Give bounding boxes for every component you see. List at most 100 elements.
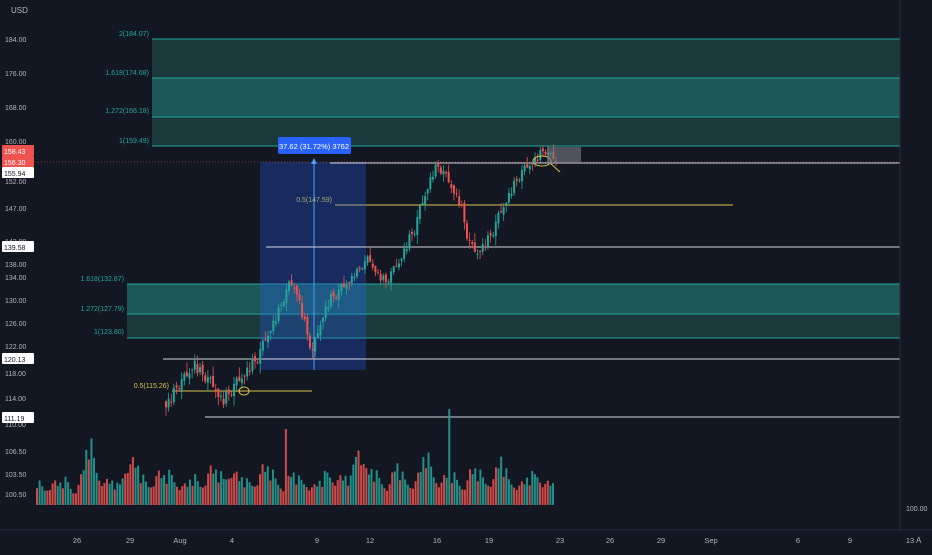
candle-body [342, 283, 345, 287]
volume-bar [134, 467, 137, 505]
volume-bar [349, 475, 352, 505]
price-labels: 158.43 156.30 155.94 139.58 120.13 111.19 [2, 145, 34, 423]
price-label-bg [2, 156, 34, 167]
annotations[interactable] [238, 147, 581, 396]
volume-bar [121, 478, 124, 505]
volume-bar [147, 487, 150, 505]
candle-body [261, 340, 264, 351]
volume-bar [196, 481, 199, 505]
candle-body [348, 282, 351, 284]
volume-bar [240, 477, 243, 505]
candle-body [429, 177, 432, 190]
volume-bar [448, 409, 451, 505]
candle-body [285, 289, 288, 304]
time-tick: 16 [433, 536, 441, 545]
candle-body [408, 234, 411, 249]
price-label: 111.19 [4, 416, 24, 423]
volume-bar [207, 473, 210, 505]
volume-axis-tick: 100.00 [906, 506, 928, 513]
fib-extension-upper[interactable]: 2(184.07) 1.618(174.68) 1.272(166.18) 1(… [105, 31, 900, 206]
volume-bar [323, 470, 326, 505]
volume-bar [284, 429, 287, 505]
candle-body [183, 373, 186, 381]
volume-bar [492, 478, 495, 505]
volume-bar [386, 490, 389, 505]
time-tick: Sep [704, 536, 717, 545]
volume-bar [80, 474, 83, 505]
volume-bar [331, 482, 334, 505]
candle-body [460, 204, 463, 206]
volume-bar [54, 480, 57, 505]
volume-bar [277, 484, 280, 505]
candle-body [322, 317, 325, 323]
candle-body [390, 271, 393, 283]
fib-low-label-05: 0.5(115.26) [134, 383, 169, 390]
candle-body [500, 211, 503, 213]
candle-body [295, 285, 298, 295]
volume-bar [388, 484, 391, 505]
candle-body [492, 235, 495, 237]
volume-bar [297, 475, 300, 505]
time-tick: 6 [796, 536, 800, 545]
volume-bar [427, 452, 430, 505]
volume-bar [222, 478, 225, 505]
volume-bar [90, 438, 93, 505]
volume-bar [552, 483, 554, 505]
price-tick: 114.00 [5, 396, 26, 403]
candle-body [416, 217, 419, 235]
candle-body [450, 184, 453, 188]
candle-body [214, 389, 217, 392]
volume-bar [118, 484, 121, 505]
volume-bar [370, 468, 373, 505]
volume-bar [396, 463, 399, 505]
volume-bar [124, 473, 127, 505]
volume-bar [347, 485, 350, 505]
candle-body [314, 338, 317, 352]
volume-bar [41, 486, 44, 505]
volume-bar [106, 478, 109, 505]
fib-low-label-1272: 1.272(127.79) [80, 306, 124, 313]
volume-bar [98, 480, 101, 505]
candle-body [246, 367, 249, 377]
volume-bar [191, 485, 194, 505]
volume-bar [515, 490, 518, 505]
price-axis[interactable]: 184.00176.00168.00160.00152.00147.00142.… [5, 37, 27, 499]
auto-scale-button[interactable]: A [916, 536, 922, 545]
volume-bar [513, 487, 516, 505]
candle-body [225, 391, 228, 404]
time-axis[interactable]: 26 29 Aug 4 9 12 16 19 23 26 29 Sep 6 9 13 [73, 536, 914, 545]
candle-body [324, 306, 327, 318]
volume-bar [487, 485, 490, 505]
candle-body [301, 302, 304, 318]
fib-extension-lower[interactable]: 1.618(132.87) 1.272(127.79) 1(123.80) 0.… [80, 276, 900, 392]
price-tick: 168.00 [5, 105, 27, 112]
volume-bar [458, 485, 461, 505]
volume-bar [93, 458, 96, 505]
candle-body [311, 349, 314, 351]
candle-body [248, 370, 251, 372]
fib-low-label-1: 1(123.80) [94, 329, 124, 336]
price-range-measure[interactable]: 37.62 (31.72%) 3762 [260, 137, 366, 370]
candle-body [327, 307, 330, 309]
candle-body [463, 203, 466, 223]
candle-body [165, 401, 167, 408]
candle-body [400, 258, 403, 261]
volume-bar [310, 487, 313, 505]
horizontal-levels[interactable] [35, 161, 900, 418]
volume-bar [246, 478, 249, 505]
volume-bar [295, 484, 298, 505]
candle-body [288, 281, 291, 291]
volume-bar [339, 475, 342, 505]
volume-bar [230, 477, 233, 505]
volume-bar [287, 475, 290, 505]
candle-body [526, 164, 529, 168]
volume-bar [150, 487, 153, 505]
volume-bar [404, 479, 407, 505]
volume-bar [549, 485, 552, 505]
volume-bar [326, 472, 329, 505]
candle-body [544, 151, 547, 155]
volume-bar [292, 472, 295, 505]
volume-bar [87, 459, 90, 505]
